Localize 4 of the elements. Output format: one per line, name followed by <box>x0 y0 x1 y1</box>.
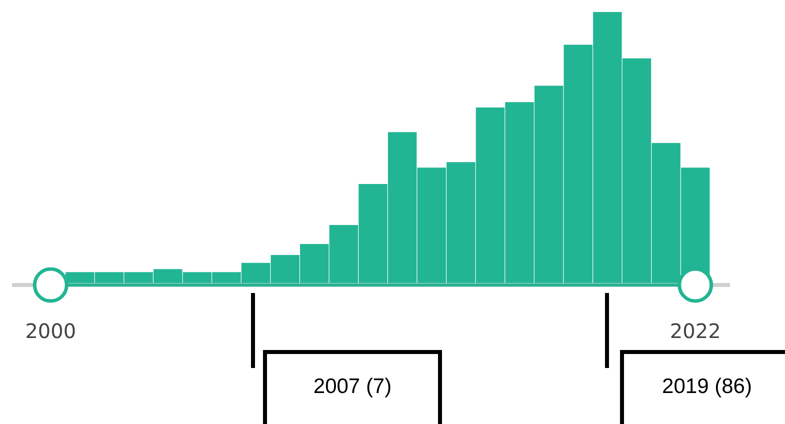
x-tick-label: 2022 <box>670 319 721 343</box>
text: 2019 (86) <box>662 375 752 399</box>
x-tick-label: 2000 <box>25 319 76 343</box>
text: 2007 (7) <box>313 375 392 399</box>
